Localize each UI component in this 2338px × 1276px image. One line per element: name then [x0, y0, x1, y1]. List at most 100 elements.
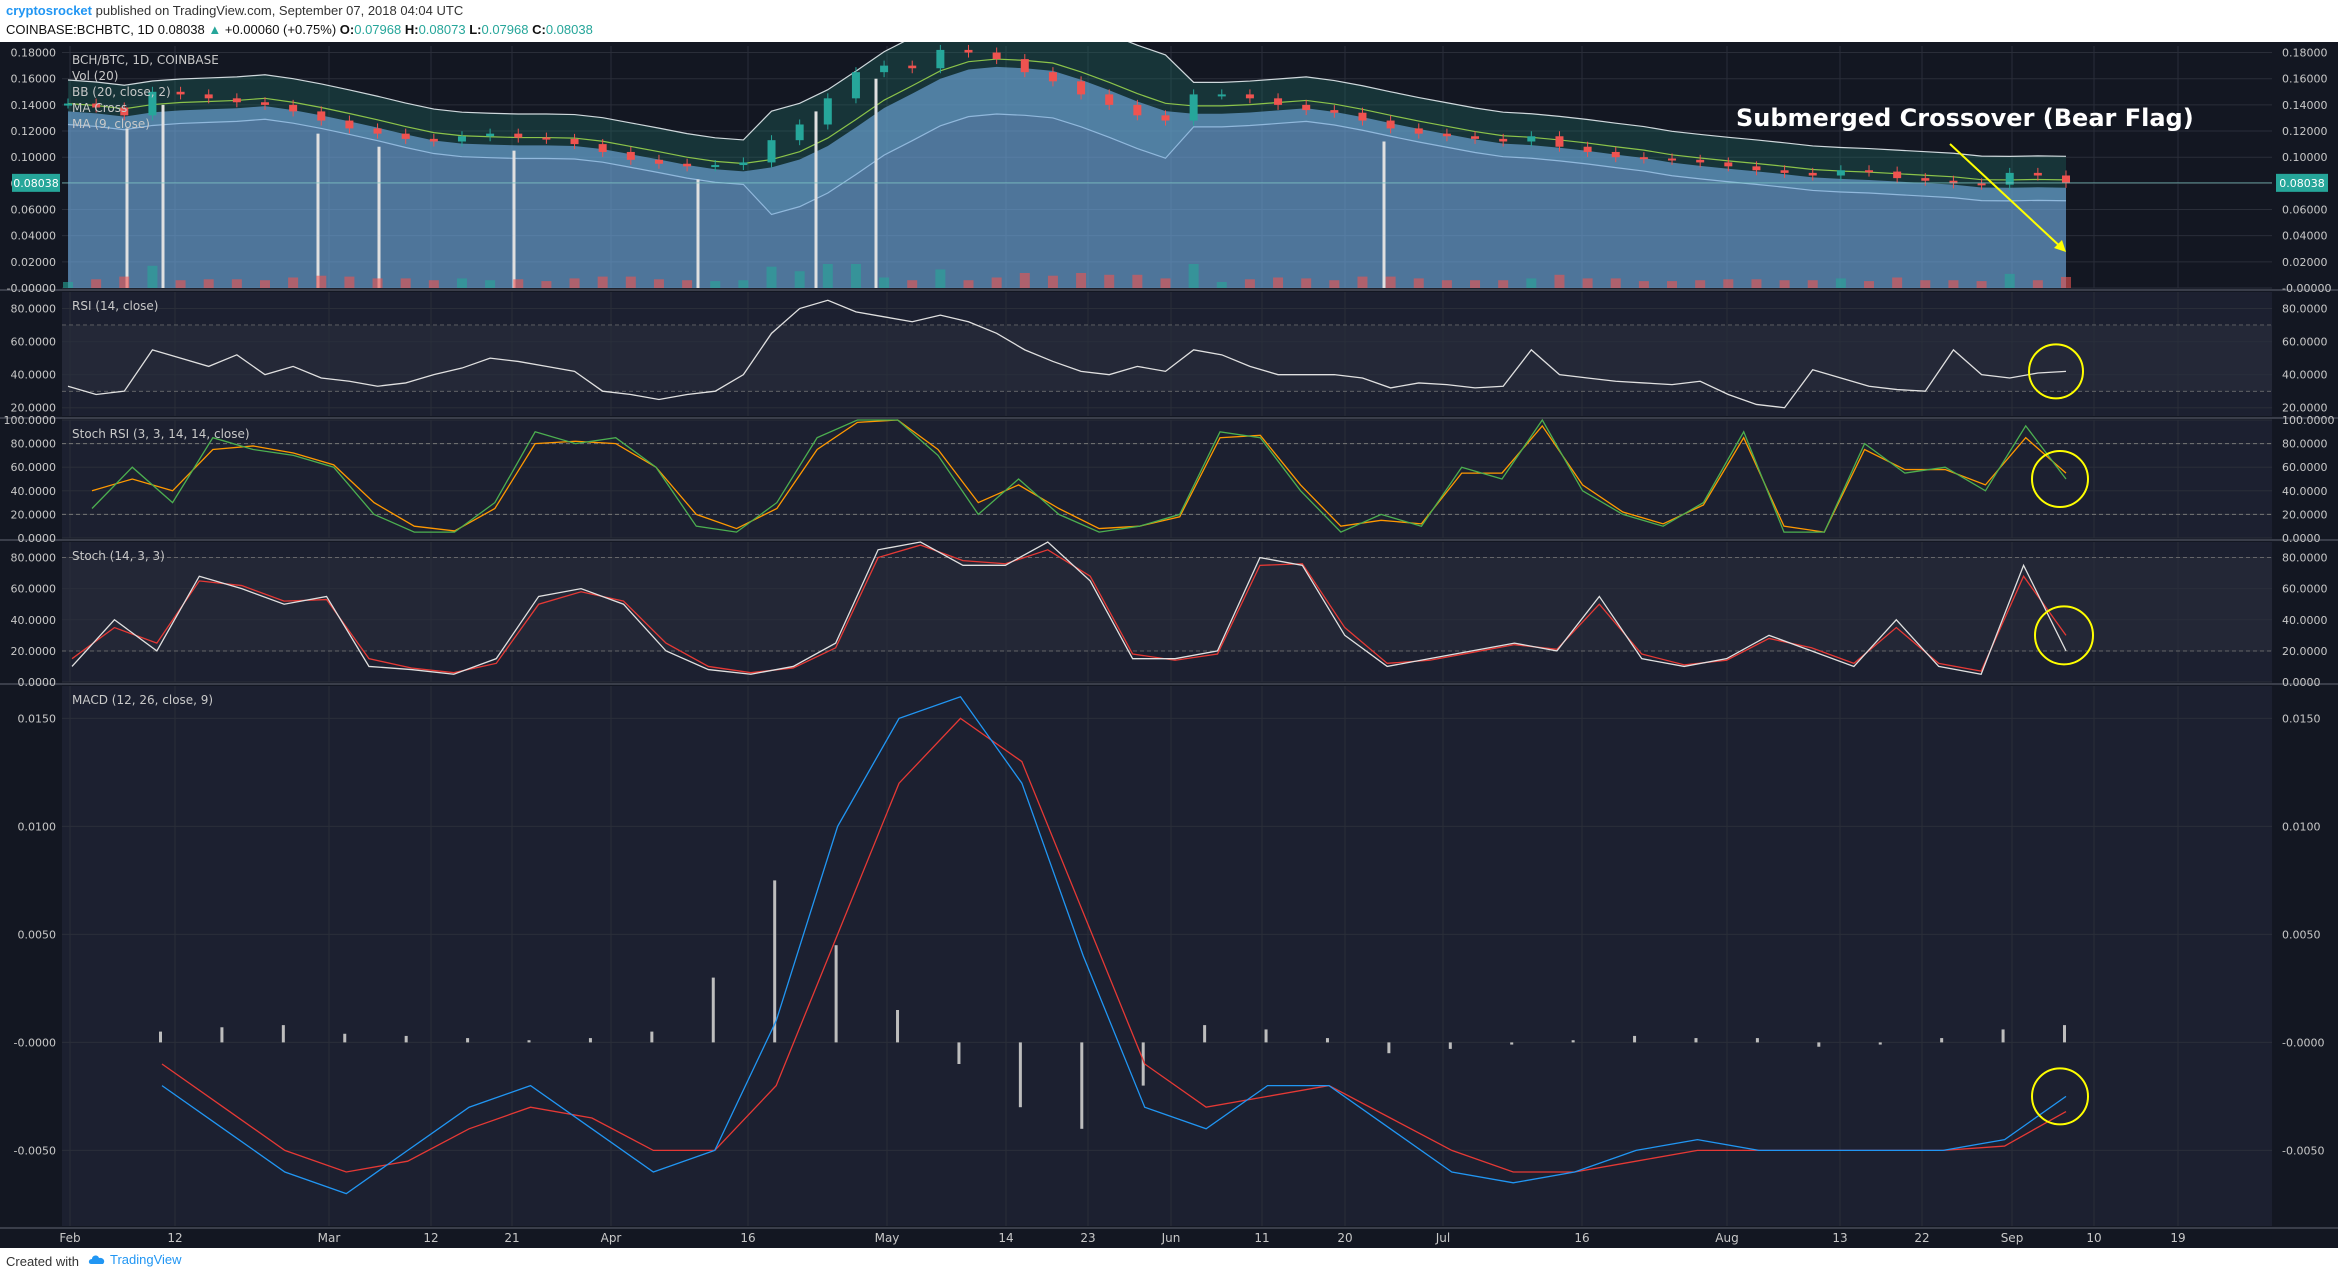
macd-histogram-bar	[281, 1025, 285, 1043]
candle-body	[992, 52, 1001, 60]
candle-body	[1274, 98, 1283, 105]
price-tick-left: 0.16000	[11, 73, 57, 86]
rsi-tick-left: 20.0000	[11, 402, 57, 415]
candle-body	[2033, 172, 2042, 176]
volume-bar	[541, 281, 552, 288]
ohlc-line: COINBASE:BCHBTC, 1D 0.08038 ▲ +0.00060 (…	[6, 22, 593, 37]
volume-bar	[63, 282, 73, 288]
candle-body	[1780, 170, 1789, 173]
symbol-label: COINBASE:BCHBTC, 1D	[6, 22, 155, 37]
stoch-tick-left: 40.0000	[11, 614, 57, 627]
candle-body	[1133, 104, 1142, 116]
candle-body	[795, 124, 804, 141]
stochrsi-tick-right: 80.0000	[2282, 438, 2328, 451]
candle-body	[739, 162, 748, 166]
macd-histogram-bar	[773, 880, 777, 1043]
macd-histogram-bar	[711, 977, 715, 1043]
macd-histogram-bar	[1448, 1042, 1452, 1049]
high-label: H:	[404, 22, 419, 37]
price-tick-right: 0.12000	[2282, 125, 2328, 138]
candle-body	[204, 94, 213, 99]
price-tick-right: 0.16000	[2282, 73, 2328, 86]
candle-body	[317, 111, 326, 121]
ma-cross-marker	[814, 111, 818, 289]
candle-body	[1836, 170, 1845, 176]
rsi-line	[67, 299, 2067, 409]
ma-cross-marker	[1382, 141, 1386, 288]
candle-body	[1302, 104, 1311, 111]
volume-bar	[259, 280, 270, 288]
x-tick-label: Jul	[1435, 1231, 1450, 1245]
volume-bar	[1385, 276, 1396, 288]
low-label: L:	[469, 22, 482, 37]
candle-body	[908, 65, 917, 69]
stochrsi-tick-left: 100.0000	[4, 414, 57, 427]
volume-bar	[344, 276, 355, 288]
macd-histogram-bar	[466, 1038, 470, 1043]
open-value: 0.07968	[354, 22, 402, 37]
macd-tick-left: -0.0000	[14, 1036, 56, 1049]
candle-body	[1471, 136, 1480, 139]
candle-body	[1808, 172, 1817, 176]
volume-bar	[597, 276, 608, 288]
pane-4-bg	[62, 686, 2272, 1226]
candle-body	[514, 133, 523, 138]
volume-bar	[766, 266, 777, 288]
macd-histogram-bar	[957, 1042, 961, 1064]
last-price-tag-left	[12, 173, 60, 192]
candle-body	[1949, 180, 1958, 184]
candle-body	[1414, 128, 1423, 134]
chart-canvas[interactable]: 0.18000 0.18000 0.16000 0.16000 0.14000 0.140…	[0, 42, 2338, 1248]
annotation-arrow-shaft	[1949, 143, 2065, 251]
volume-bar	[400, 278, 411, 288]
volume-bar	[850, 264, 861, 288]
candle-body	[1668, 158, 1677, 161]
macd-histogram-bar	[343, 1033, 347, 1043]
rsi-tick-right: 40.0000	[2282, 369, 2328, 382]
macd-histogram-bar	[1018, 1042, 1022, 1108]
rsi-tick-right: 80.0000	[2282, 303, 2328, 316]
volume-bar	[119, 276, 130, 288]
macd-histogram-bar	[1203, 1025, 1207, 1043]
ma-cross-marker	[512, 150, 516, 288]
volume-bar	[1498, 280, 1509, 288]
volume-bar	[1441, 280, 1452, 288]
stoch-tick-right: 80.0000	[2282, 552, 2328, 565]
author-link[interactable]: cryptosrocket	[6, 3, 92, 18]
price-tick-left: 0.12000	[11, 125, 57, 138]
last-price-tag-right	[2276, 173, 2328, 192]
ma-cross-marker	[377, 146, 381, 288]
rsi-title: RSI (14, close)	[72, 299, 158, 313]
stochrsi-tick-left: 60.0000	[11, 461, 57, 474]
close-value: 0.08038	[545, 22, 593, 37]
tradingview-logo[interactable]: TradingView	[88, 1252, 182, 1267]
candle-body	[1020, 59, 1029, 73]
price-legend-item: MA (9, close)	[72, 117, 150, 131]
volume-bar	[288, 277, 299, 288]
stoch-tick-left: 60.0000	[11, 583, 57, 596]
macd-histogram-bar	[527, 1040, 531, 1043]
last-price-tag-left-text: 0.08038	[13, 177, 59, 190]
macd-histogram-bar	[650, 1031, 654, 1043]
volume-bar	[738, 280, 749, 288]
stochrsi-tick-right: 20.0000	[2282, 508, 2328, 521]
candle-body	[1921, 178, 1930, 181]
volume-bar	[1638, 281, 1649, 288]
volume-bar	[485, 280, 496, 288]
x-tick-label: 11	[1254, 1231, 1269, 1245]
x-tick-label: Sep	[2001, 1231, 2024, 1245]
volume-bar	[625, 276, 636, 288]
price-legend-item: MA Cross	[72, 101, 127, 115]
stoch-title: Stoch (14, 3, 3)	[72, 549, 165, 563]
candle-body	[1639, 157, 1648, 160]
ma-cross-marker	[125, 128, 129, 288]
ma-cross-marker	[316, 133, 320, 288]
candle-body	[964, 49, 973, 53]
volume-bar	[569, 278, 580, 288]
stoch-k-line	[71, 541, 2067, 675]
volume-bar	[316, 275, 327, 288]
macd-tick-left: 0.0050	[18, 928, 57, 941]
price-tick-right: 0.06000	[2282, 204, 2328, 217]
candle-body	[570, 138, 579, 145]
macd-histogram-bar	[834, 945, 838, 1043]
